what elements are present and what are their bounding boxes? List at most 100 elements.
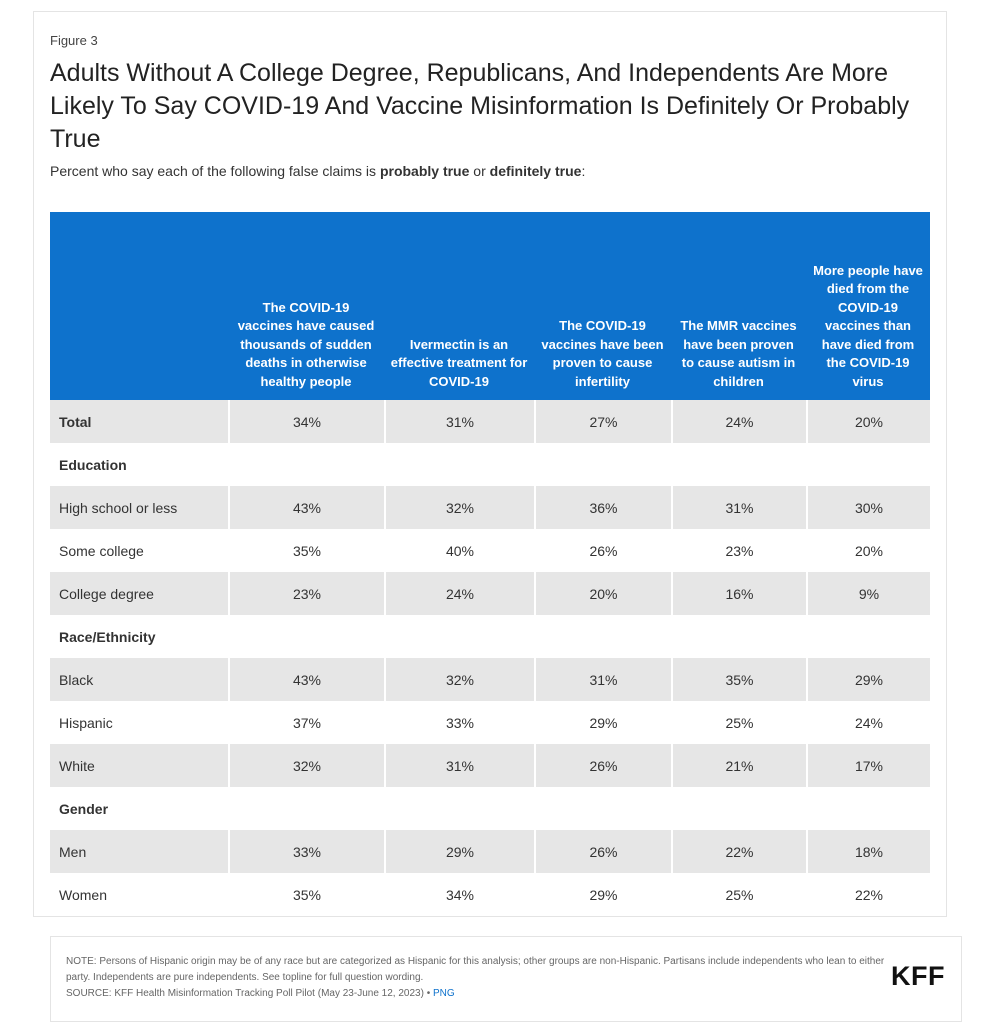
value-cell: 20%	[806, 400, 930, 443]
value-cell	[534, 443, 671, 486]
table-row: Some college 35% 40% 26% 23% 20%	[50, 529, 930, 572]
value-cell: 40%	[384, 529, 534, 572]
chart-title: Adults Without A College Degree, Republi…	[50, 59, 910, 153]
figure-label: Figure 3	[50, 33, 98, 48]
value-cell	[671, 787, 806, 830]
value-cell: 9%	[806, 572, 930, 615]
subtitle-text-1: Percent who say each of the following fa…	[50, 163, 380, 179]
value-cell: 26%	[534, 830, 671, 873]
row-label: Hispanic	[59, 714, 113, 731]
group-label: Gender	[50, 787, 228, 830]
subtitle-text-3: :	[581, 163, 586, 179]
value-cell: 34%	[384, 873, 534, 916]
value-cell	[806, 787, 930, 830]
value-cell	[806, 615, 930, 658]
value-cell: 24%	[806, 701, 930, 744]
data-table: The COVID-19 vaccines have caused thousa…	[50, 212, 930, 916]
png-download-link[interactable]: PNG	[432, 988, 455, 999]
row-label: Black	[50, 658, 228, 701]
table-body: Total 34% 31% 27% 24% 20% Education High school…	[50, 400, 930, 916]
row-label: College degree	[50, 572, 228, 615]
table-row: White 32% 31% 26% 21% 17%	[50, 744, 930, 787]
table-row: Total 34% 31% 27% 24% 20%	[50, 400, 930, 443]
row-label: White	[50, 744, 228, 787]
value-cell	[384, 787, 534, 830]
subtitle-bold-1: probably true	[379, 163, 470, 179]
value-cell: 31%	[384, 744, 534, 787]
value-cell: 33%	[384, 701, 534, 744]
value-cell	[671, 615, 806, 658]
column-header-2: Ivermectin is an effective treatment for…	[384, 212, 534, 400]
column-header-3: The COVID-19 vaccines have been proven t…	[534, 212, 671, 400]
header-cell-blank	[50, 212, 228, 400]
value-cell: 36%	[534, 486, 671, 529]
group-header-row: Gender	[50, 787, 930, 830]
row-label: Women	[59, 886, 107, 903]
value-cell: 21%	[671, 744, 806, 787]
row-label: High school or less	[50, 486, 228, 529]
value-cell	[228, 787, 384, 830]
value-cell: 26%	[534, 744, 671, 787]
value-cell	[384, 615, 534, 658]
value-cell: 35%	[671, 658, 806, 701]
value-cell	[671, 443, 806, 486]
value-cell	[806, 443, 930, 486]
value-cell: 29%	[534, 873, 671, 916]
value-cell: 23%	[228, 572, 384, 615]
table-row: High school or less 43% 32% 36% 31% 30%	[50, 486, 930, 529]
value-cell: 24%	[671, 400, 806, 443]
value-cell: 32%	[384, 486, 534, 529]
footer-note: NOTE: Persons of Hispanic origin may be …	[66, 954, 888, 1002]
group-header-row: Education	[50, 443, 930, 486]
column-header-4: The MMR vaccines have been proven to cau…	[671, 212, 806, 400]
value-cell: 43%	[228, 486, 384, 529]
subtitle-text-2: or	[469, 163, 490, 179]
row-label: Some college	[59, 542, 144, 559]
value-cell: 16%	[671, 572, 806, 615]
group-label: Education	[50, 443, 228, 486]
value-cell: 23%	[671, 529, 806, 572]
value-cell: 34%	[228, 400, 384, 443]
table-header: The COVID-19 vaccines have caused thousa…	[50, 212, 930, 400]
subtitle-bold-2: definitely true	[489, 163, 582, 179]
value-cell: 24%	[384, 572, 534, 615]
value-cell: 31%	[534, 658, 671, 701]
table-row: Hispanic 37% 33% 29% 25% 24%	[50, 701, 930, 744]
value-cell: 17%	[806, 744, 930, 787]
value-cell	[384, 443, 534, 486]
figure-card: Figure 3 Adults Without A College Degree…	[33, 11, 947, 917]
table-row: College degree 23% 24% 20% 16% 9%	[50, 572, 930, 615]
table-row: Men 33% 29% 26% 22% 18%	[50, 830, 930, 873]
chart-subtitle: Percent who say each of the following fa…	[50, 163, 585, 179]
value-cell: 32%	[228, 744, 384, 787]
source-separator: •	[423, 988, 433, 999]
value-cell: 31%	[384, 400, 534, 443]
source-text: SOURCE: KFF Health Misinformation Tracki…	[66, 988, 424, 999]
value-cell: 29%	[384, 830, 534, 873]
note-text: NOTE: Persons of Hispanic origin may be …	[66, 956, 885, 983]
value-cell: 35%	[228, 529, 384, 572]
group-header-row: Race/Ethnicity	[50, 615, 930, 658]
value-cell	[228, 615, 384, 658]
value-cell: 29%	[806, 658, 930, 701]
table-row: Women 35% 34% 29% 25% 22%	[50, 873, 930, 916]
value-cell: 22%	[806, 873, 930, 916]
value-cell	[228, 443, 384, 486]
table-row: Black 43% 32% 31% 35% 29%	[50, 658, 930, 701]
value-cell	[534, 787, 671, 830]
value-cell: 37%	[228, 701, 384, 744]
value-cell: 27%	[534, 400, 671, 443]
value-cell: 20%	[806, 529, 930, 572]
value-cell: 33%	[228, 830, 384, 873]
footer-card: NOTE: Persons of Hispanic origin may be …	[50, 936, 962, 1022]
value-cell: 30%	[806, 486, 930, 529]
value-cell: 29%	[534, 701, 671, 744]
row-label: Men	[50, 830, 228, 873]
kff-logo: KFF	[891, 961, 945, 991]
group-label: Race/Ethnicity	[50, 615, 228, 658]
column-header-1: The COVID-19 vaccines have caused thousa…	[228, 212, 384, 400]
value-cell: 25%	[671, 873, 806, 916]
value-cell: 35%	[228, 873, 384, 916]
value-cell: 18%	[806, 830, 930, 873]
value-cell: 26%	[534, 529, 671, 572]
